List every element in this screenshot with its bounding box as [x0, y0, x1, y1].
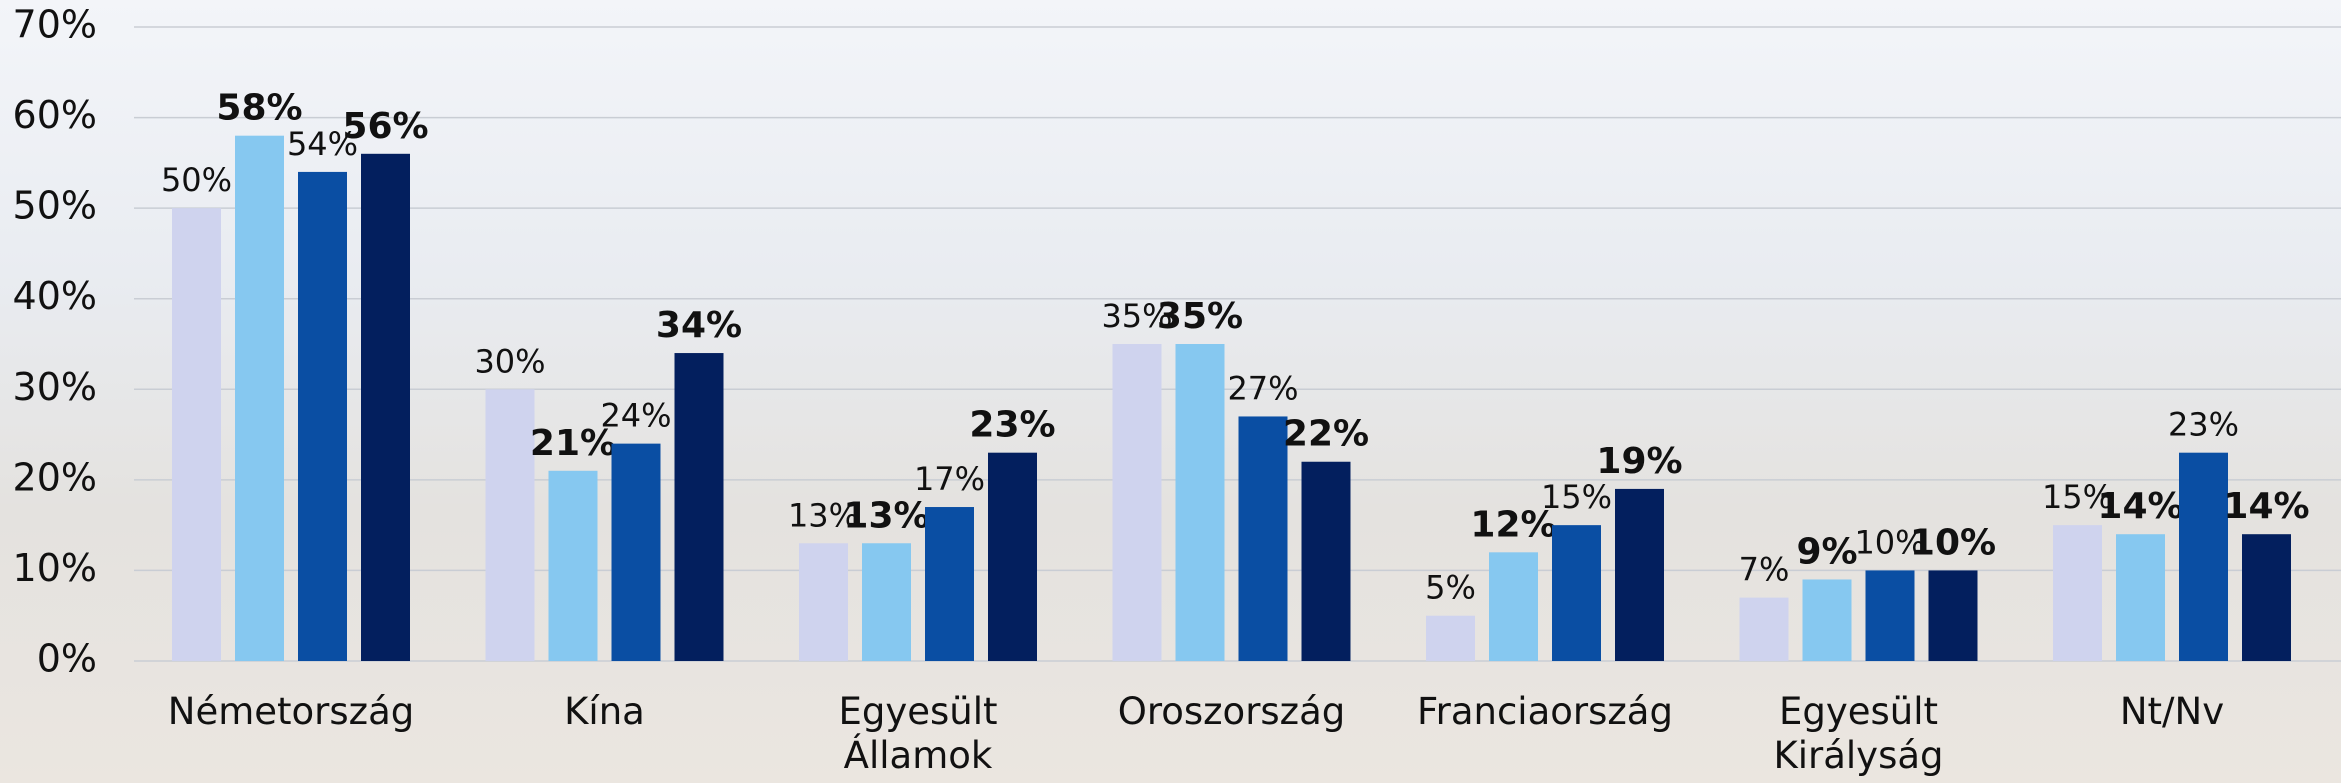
data-label: 30%: [474, 342, 545, 380]
x-tick-label: Franciaország: [1400, 690, 1690, 734]
data-label: 23%: [969, 405, 1055, 446]
bar: [675, 353, 724, 661]
data-label: 22%: [1283, 414, 1369, 455]
x-tick-label: Németország: [146, 690, 436, 734]
bar: [2179, 453, 2228, 661]
bar: [235, 136, 284, 661]
bar: [549, 471, 598, 661]
bar: [298, 172, 347, 661]
bar: [1615, 489, 1664, 661]
data-label: 15%: [1541, 478, 1612, 516]
y-tick-label: 60%: [13, 93, 97, 137]
bar: [172, 208, 221, 661]
y-tick-label: 10%: [13, 546, 97, 590]
bar: [988, 453, 1037, 661]
x-tick-label: Egyesült Királyság: [1714, 690, 2004, 778]
data-label: 58%: [216, 88, 302, 129]
chart: 0% 10% 20% 30% 40% 50% 60% 70% 50% 30% 13% 35% 5% 7% 1…: [0, 0, 2341, 783]
x-tick-label: Kína: [460, 690, 750, 734]
bar: [799, 543, 848, 661]
y-tick-label: 70%: [13, 3, 97, 47]
bar: [1552, 525, 1601, 661]
bar: [1239, 416, 1288, 661]
data-label: 35%: [1157, 296, 1243, 337]
data-label: 7%: [1739, 551, 1790, 589]
bar: [1176, 344, 1225, 661]
x-tick-label: Egyesült Államok: [773, 690, 1063, 778]
data-label: 50%: [161, 161, 232, 199]
y-tick-label: 50%: [13, 184, 97, 228]
data-label: 14%: [2097, 486, 2183, 527]
bar: [612, 444, 661, 661]
bar: [925, 507, 974, 661]
x-tick-label: Oroszország: [1087, 690, 1377, 734]
data-label: 19%: [1596, 441, 1682, 482]
y-tick-label: 40%: [13, 274, 97, 318]
y-tick-label: 20%: [13, 455, 97, 499]
bar: [1803, 579, 1852, 661]
bar: [1302, 462, 1351, 661]
bar: [1740, 598, 1789, 661]
data-label: 9%: [1796, 531, 1857, 572]
bar: [1489, 552, 1538, 661]
data-label: 34%: [656, 305, 742, 346]
data-label: 10%: [1910, 522, 1996, 563]
bar: [2242, 534, 2291, 661]
y-tick-label: 30%: [13, 365, 97, 409]
bar: [1929, 570, 1978, 661]
data-label: 24%: [600, 397, 671, 435]
bar: [1426, 616, 1475, 661]
x-tick-label: Nt/Nv: [2027, 690, 2317, 734]
y-tick-label: 0%: [37, 637, 97, 681]
data-label: 17%: [914, 460, 985, 498]
bar: [862, 543, 911, 661]
bar: [361, 154, 410, 661]
bar: [486, 389, 535, 661]
bar: [2116, 534, 2165, 661]
bar: [2053, 525, 2102, 661]
data-label: 14%: [2223, 486, 2309, 527]
data-label: 56%: [342, 106, 428, 147]
data-label: 13%: [843, 495, 929, 536]
bar: [1866, 570, 1915, 661]
data-label: 27%: [1227, 369, 1298, 407]
plot: 0% 10% 20% 30% 40% 50% 60% 70% 50% 30% 13% 35% 5% 7% 1…: [0, 0, 2341, 783]
bar: [1113, 344, 1162, 661]
data-label: 5%: [1425, 569, 1476, 607]
data-label: 23%: [2168, 406, 2239, 444]
